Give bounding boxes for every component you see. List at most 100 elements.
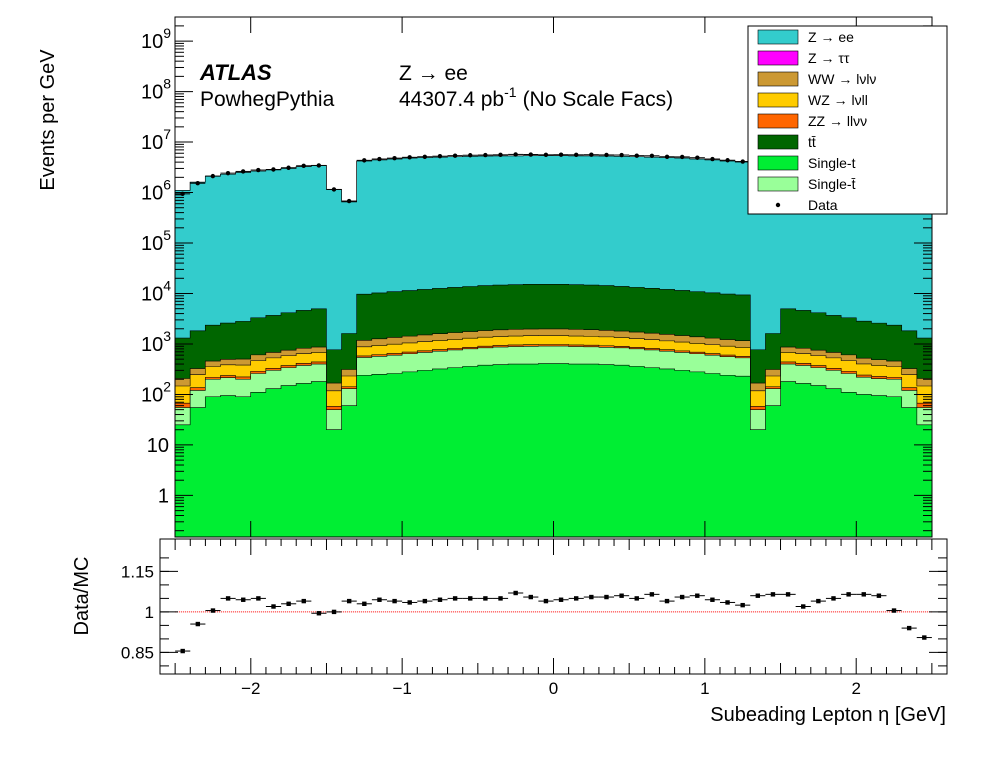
ratio-point [513, 590, 518, 596]
legend-label: Single-t [808, 155, 856, 171]
ratio-point [362, 601, 367, 606]
legend-data-marker [775, 202, 781, 208]
ratio-point [180, 648, 185, 654]
data-point [240, 169, 246, 174]
data-point [256, 167, 261, 173]
lumi-value: 44307.4 pb [399, 88, 504, 111]
ratio-point [604, 594, 609, 600]
legend-swatch [757, 113, 799, 129]
legend-swatch [757, 29, 799, 45]
ratio-point [195, 621, 201, 627]
data-point [664, 154, 670, 159]
ratio-point [422, 598, 428, 604]
ratio-point [710, 597, 715, 602]
legend-label: tt̄ [808, 134, 816, 150]
data-point [725, 158, 730, 163]
ratio-point [891, 608, 897, 613]
ratio-point [331, 609, 337, 615]
data-point [649, 153, 655, 159]
data-point [498, 152, 503, 158]
legend-swatch [757, 92, 799, 108]
data-point [437, 154, 443, 159]
legend-swatch [757, 71, 799, 87]
legend-swatch [757, 134, 799, 150]
ratio-point [906, 625, 912, 631]
legend-label: WW → lνlν [808, 71, 876, 87]
ratio-point [452, 596, 458, 601]
x-tick-label: −2 [241, 679, 260, 698]
ratio-point [876, 593, 882, 598]
ratio-point [619, 593, 624, 598]
data-point [679, 154, 685, 160]
y-tick-label: 104 [141, 277, 171, 305]
y-tick-label: 107 [141, 126, 171, 154]
atlas-label: ATLAS [199, 60, 272, 85]
y-tick-label: 10 [147, 435, 169, 457]
legend-label: Z → ee [808, 29, 854, 45]
data-point [210, 173, 216, 179]
ratio-y-axis-title: Data/MC [71, 557, 93, 636]
data-point [301, 163, 306, 168]
y-tick-label: 109 [141, 25, 171, 53]
ratio-point [558, 597, 564, 602]
data-point [346, 198, 352, 204]
ratio-point [286, 601, 291, 606]
ratio-point [846, 592, 851, 597]
ratio-point [770, 592, 776, 597]
ratio-point [543, 598, 549, 604]
legend-swatch [757, 176, 799, 192]
ratio-point [377, 597, 382, 602]
ratio-point [785, 592, 791, 597]
data-point [589, 152, 594, 157]
data-point [543, 152, 549, 158]
x-axis-title: Subeading Lepton η [GeV] [710, 704, 946, 726]
y-tick-label: 105 [141, 227, 171, 255]
ratio-point [634, 596, 639, 601]
x-tick-label: −1 [392, 679, 411, 698]
channel-label: Z → ee [399, 62, 468, 85]
ratio-point [831, 596, 836, 601]
data-point [362, 158, 367, 163]
ratio-point [210, 608, 216, 613]
legend-swatch [757, 155, 799, 171]
ratio-point [755, 593, 761, 598]
data-point [316, 163, 322, 168]
ratio-point [346, 598, 352, 604]
ratio-point [483, 596, 488, 601]
ratio-point [437, 597, 443, 602]
legend-label: ZZ → llνν [808, 113, 867, 129]
ratio-y-tick-label: 1 [145, 603, 154, 622]
y-tick-label: 106 [141, 177, 171, 205]
stack-layer-0 [174, 363, 933, 538]
ratio-point [649, 592, 655, 597]
ratio-point [241, 597, 246, 602]
data-point [695, 155, 700, 160]
data-point [422, 154, 428, 159]
ratio-point [316, 611, 322, 616]
y-tick-label: 1 [158, 485, 169, 507]
legend-label: WZ → lνll [808, 92, 868, 108]
data-point [468, 153, 473, 158]
data-point [528, 152, 533, 157]
ratio-points [175, 590, 932, 654]
legend-swatch [757, 50, 799, 66]
data-point [225, 170, 231, 176]
ratio-point [392, 598, 397, 604]
ratio-point [740, 602, 745, 608]
data-point [286, 165, 291, 170]
ratio-point [301, 598, 306, 604]
luminosity-label: 44307.4 pb-1 (No Scale Facs) [399, 84, 673, 111]
x-tick-label: 0 [549, 679, 558, 698]
legend: Z → ee Z → ττ WW → lνlν WZ → lνll ZZ → llνν t… [747, 25, 948, 215]
x-tick-label: 1 [700, 679, 709, 698]
ratio-point [922, 635, 927, 640]
ratio-point [679, 594, 685, 600]
data-point [740, 159, 745, 164]
legend-label: Z → ττ [808, 50, 850, 66]
ratio-point [468, 596, 473, 601]
y-tick-label: 102 [141, 378, 171, 406]
data-point [407, 155, 412, 160]
data-point [331, 187, 337, 192]
data-point [195, 181, 200, 186]
generator-label: PowhegPythia [200, 88, 335, 111]
